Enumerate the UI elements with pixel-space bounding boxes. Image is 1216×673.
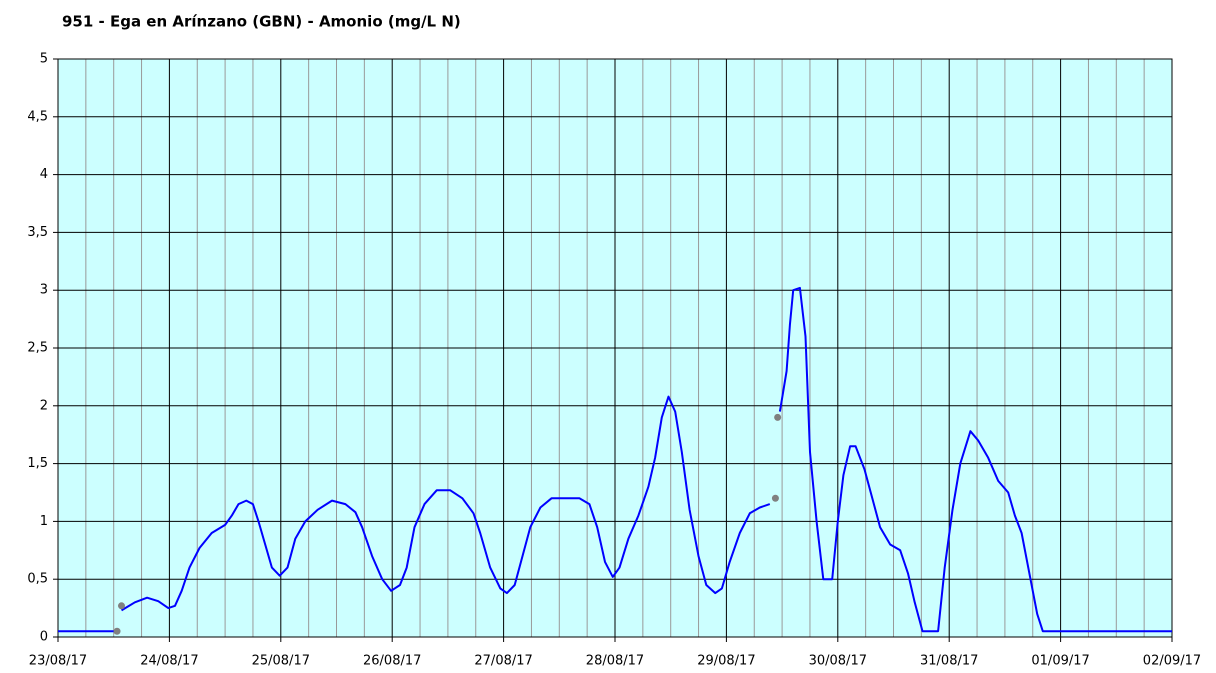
x-tick-label: 25/08/17 — [252, 654, 310, 669]
data-point — [117, 602, 125, 610]
x-tick-label: 29/08/17 — [697, 654, 755, 669]
plot-border — [57, 58, 1173, 638]
y-tick-label: 5 — [40, 52, 48, 67]
y-tick-label: 2,5 — [27, 341, 48, 356]
x-tick-label: 26/08/17 — [363, 654, 421, 669]
x-tick-label: 27/08/17 — [474, 654, 532, 669]
x-tick-label: 31/08/17 — [920, 654, 978, 669]
x-tick-label: 28/08/17 — [586, 654, 644, 669]
data-line — [58, 286, 1172, 633]
data-point — [774, 413, 782, 421]
y-tick-label: 0 — [40, 630, 48, 645]
data-point — [113, 627, 121, 635]
y-tick-label: 4,5 — [27, 109, 48, 124]
y-tick-label: 1 — [40, 514, 48, 529]
x-tick-label: 23/08/17 — [29, 654, 87, 669]
y-tick-label: 0,5 — [27, 572, 48, 587]
y-tick-label: 3 — [40, 283, 48, 298]
x-tick-label: 30/08/17 — [809, 654, 867, 669]
y-tick-label: 1,5 — [27, 456, 48, 471]
x-tick-label: 01/09/17 — [1031, 654, 1089, 669]
y-tick-label: 3,5 — [27, 225, 48, 240]
y-tick-label: 4 — [40, 167, 48, 182]
x-tick-label: 02/09/17 — [1143, 654, 1201, 669]
y-tick-label: 2 — [40, 398, 48, 413]
chart-title: 951 - Ega en Arínzano (GBN) - Amonio (mg… — [62, 13, 461, 31]
x-tick-label: 24/08/17 — [140, 654, 198, 669]
data-point — [771, 494, 779, 502]
